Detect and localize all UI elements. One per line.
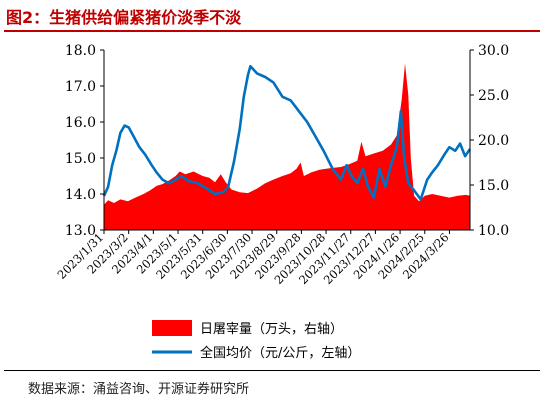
- left-tick-label: 16.0: [65, 115, 96, 131]
- left-tick-label: 14.0: [65, 187, 96, 203]
- right-tick-label: 15.0: [478, 178, 509, 194]
- chart-canvas: 13.0 14.0 15.0 16.0 17.0 18.0 10.0 15.0 20.0 25.0…: [55, 43, 510, 361]
- right-tick-label: 30.0: [478, 43, 509, 59]
- source-note: 数据来源：涌益咨询、开源证券研究所: [28, 382, 250, 397]
- left-tick-label: 15.0: [65, 151, 96, 167]
- plot-area: [102, 63, 472, 230]
- axes: 13.0 14.0 15.0 16.0 17.0 18.0 10.0 15.0 20.0 25.0…: [55, 43, 510, 287]
- left-tick-label: 17.0: [65, 79, 96, 95]
- footer-divider: [4, 370, 540, 371]
- legend: 日屠宰量（万头，右轴） 全国均价（元/公斤，左轴）: [152, 320, 360, 361]
- series-area-slaughter: [104, 63, 470, 230]
- right-tick-label: 25.0: [478, 88, 509, 104]
- title-divider: [4, 30, 540, 32]
- series-line-price: [102, 64, 472, 201]
- right-tick-label: 20.0: [478, 133, 509, 149]
- legend-swatch-area: [152, 320, 192, 336]
- legend-label-line: 全国均价（元/公斤，左轴）: [200, 345, 360, 361]
- left-tick-label: 13.0: [65, 223, 96, 239]
- chart-title: 图2：生猪供给偏紧猪价淡季不淡: [6, 8, 242, 27]
- left-tick-label: 18.0: [65, 43, 96, 59]
- legend-label-area: 日屠宰量（万头，右轴）: [200, 321, 343, 337]
- right-tick-label: 10.0: [478, 223, 509, 239]
